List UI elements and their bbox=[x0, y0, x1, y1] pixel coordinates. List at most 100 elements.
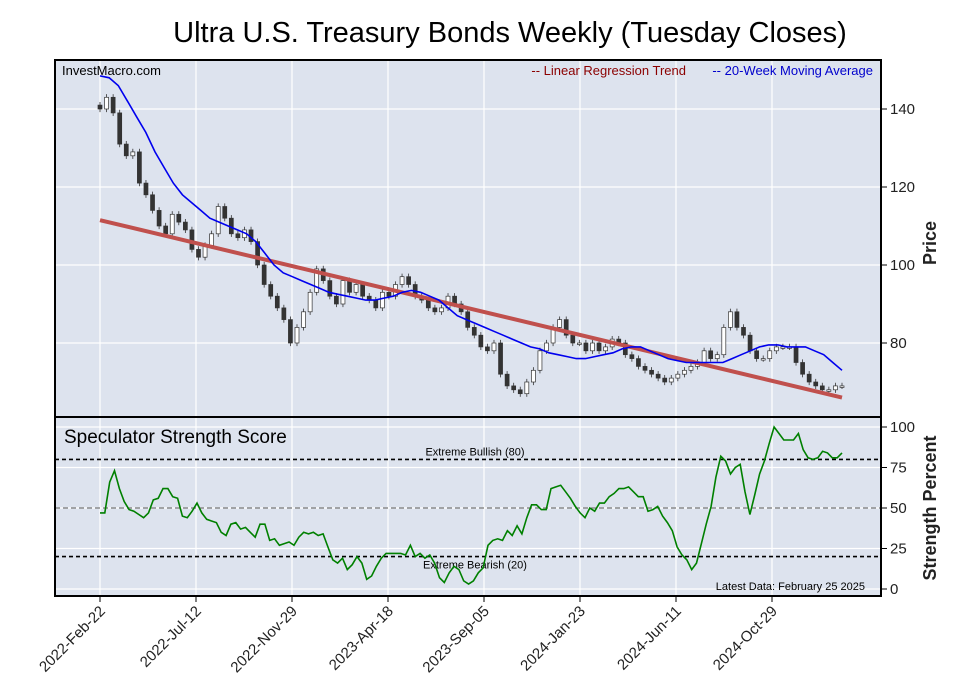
candle-body bbox=[215, 206, 221, 235]
strength-tick-label: 25 bbox=[890, 541, 907, 558]
candle-body bbox=[688, 366, 694, 371]
price-gridlines bbox=[55, 60, 881, 417]
candle-body bbox=[268, 284, 274, 297]
price-y-ticks: 80 100 120 140 bbox=[881, 101, 915, 352]
candle-body bbox=[603, 346, 608, 352]
candle-body bbox=[734, 311, 740, 328]
strength-tick-label: 100 bbox=[890, 419, 915, 436]
candle-body bbox=[373, 299, 379, 309]
candle-body bbox=[642, 366, 648, 371]
candle-body bbox=[649, 369, 654, 375]
candle-body bbox=[531, 369, 536, 383]
x-tick-label: 2022-Nov-29 bbox=[227, 603, 300, 676]
regression-trend-line bbox=[99, 218, 843, 400]
candle-body bbox=[813, 381, 819, 387]
candle-body bbox=[196, 249, 201, 258]
candle-body bbox=[117, 112, 123, 145]
candle-body bbox=[721, 327, 727, 356]
candle-body bbox=[261, 264, 267, 285]
strength-score-line bbox=[100, 425, 843, 586]
candle-body bbox=[104, 96, 109, 110]
candle-body bbox=[504, 373, 510, 387]
candle-body bbox=[596, 342, 602, 352]
x-tick-label: 2024-Jan-23 bbox=[517, 603, 589, 675]
candle-body bbox=[176, 213, 182, 223]
candle-body bbox=[629, 354, 635, 359]
candle-body bbox=[498, 342, 503, 375]
candle-body bbox=[544, 342, 549, 352]
x-tick-label: 2022-Jul-12 bbox=[137, 603, 205, 671]
strength-note: Latest Data: February 25 2025 bbox=[716, 581, 865, 593]
candle-body bbox=[590, 342, 595, 352]
x-tick-label: 2022-Feb-22 bbox=[36, 603, 109, 676]
candle-body bbox=[485, 346, 490, 352]
candle-body bbox=[524, 381, 530, 395]
strength-panel-title: Speculator Strength Score bbox=[64, 427, 287, 448]
candle-body bbox=[150, 194, 155, 211]
candle-body bbox=[425, 299, 431, 309]
candle-body bbox=[294, 327, 300, 344]
candle-body bbox=[741, 327, 746, 336]
candle-body bbox=[255, 241, 260, 266]
candle-body bbox=[767, 350, 773, 359]
candle-body bbox=[682, 369, 687, 375]
price-tick-label: 140 bbox=[890, 101, 915, 118]
candle-body bbox=[773, 346, 779, 352]
candle-body bbox=[826, 389, 832, 392]
candle-body bbox=[754, 350, 759, 359]
candle-body bbox=[819, 385, 825, 391]
candle-body bbox=[288, 319, 293, 344]
candle-body bbox=[583, 342, 589, 352]
candle-body bbox=[380, 291, 385, 309]
candle-body bbox=[347, 280, 352, 293]
x-tick-label: 2023-Apr-18 bbox=[326, 603, 397, 674]
price-tick-label: 80 bbox=[890, 335, 907, 352]
candle-body bbox=[274, 295, 280, 309]
threshold-label: Extreme Bearish (20) bbox=[423, 560, 527, 572]
strength-y-ticks: 0 25 50 75 100 bbox=[881, 419, 915, 598]
candle-body bbox=[537, 350, 543, 371]
candle-body bbox=[123, 143, 129, 157]
candle-body bbox=[478, 334, 484, 348]
candle-body bbox=[708, 350, 714, 359]
candle-body bbox=[675, 373, 681, 379]
candle-body bbox=[439, 307, 444, 313]
candle-body bbox=[833, 385, 838, 391]
candle-body bbox=[235, 233, 241, 239]
x-tick-label: 2023-Sep-05 bbox=[419, 603, 492, 676]
candle-body bbox=[662, 377, 668, 383]
candle-body bbox=[110, 96, 116, 114]
candle-body bbox=[760, 358, 766, 361]
price-tick-label: 100 bbox=[890, 257, 915, 274]
strength-gridlines bbox=[55, 417, 881, 596]
candle-body bbox=[780, 346, 786, 349]
candle-body bbox=[327, 280, 333, 297]
candle-body bbox=[189, 229, 195, 250]
candle-body bbox=[163, 225, 169, 235]
candle-body bbox=[668, 377, 674, 383]
candle-body bbox=[491, 342, 497, 352]
candle-body bbox=[839, 385, 845, 388]
price-axis-label: Price bbox=[920, 221, 940, 265]
candle-body bbox=[209, 233, 214, 246]
candle-body bbox=[563, 319, 569, 336]
moving-average-line bbox=[99, 75, 843, 371]
candle-body bbox=[97, 104, 103, 110]
candle-body bbox=[137, 151, 142, 184]
candle-body bbox=[576, 342, 582, 345]
price-tick-label: 120 bbox=[890, 179, 915, 196]
chart-title: Ultra U.S. Treasury Bonds Weekly (Tuesda… bbox=[173, 17, 847, 49]
strength-panel-border bbox=[54, 416, 882, 597]
candle-body bbox=[143, 182, 149, 196]
candle-body bbox=[360, 284, 366, 297]
candle-body bbox=[183, 221, 188, 231]
candle-body bbox=[636, 358, 641, 367]
threshold-label: Extreme Bullish (80) bbox=[425, 446, 524, 458]
candle-body bbox=[307, 291, 313, 313]
candle-body bbox=[301, 311, 306, 328]
candle-body bbox=[517, 389, 523, 395]
x-tick-label: 2024-Oct-29 bbox=[710, 603, 781, 674]
candle-body bbox=[471, 327, 477, 336]
strength-tick-label: 50 bbox=[890, 500, 907, 517]
